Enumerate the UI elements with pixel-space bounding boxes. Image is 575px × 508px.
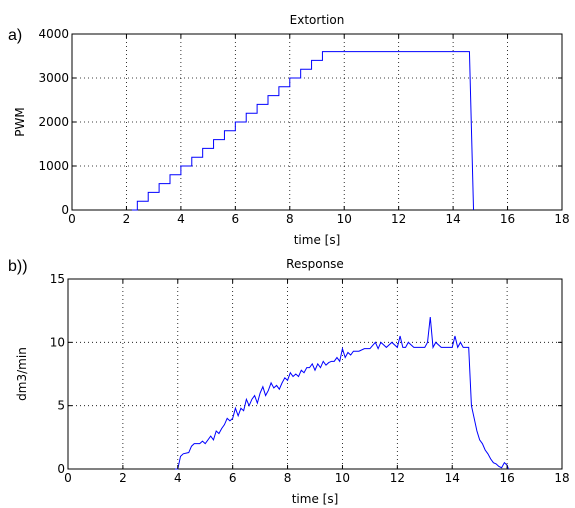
plot-area-response [67,278,563,470]
y-tick-label-extortion: 0 [61,203,69,217]
y-tick-label-extortion: 2000 [38,115,69,129]
x-tick-label-extortion: 10 [337,212,352,226]
x-tick-label-response: 2 [119,471,127,485]
x-tick-label-response: 6 [229,471,237,485]
x-tick-label-response: 8 [284,471,292,485]
chart-title-response: Response [286,257,344,271]
x-tick-label-extortion: 16 [500,212,515,226]
x-tick-label-response: 14 [445,471,460,485]
ticks-extortion: 0 2 4 6 8 10 12 14 16 18 0 1000 2000 3000 4000 [38,27,569,226]
x-tick-label-extortion: 2 [123,212,131,226]
y-axis-label-extortion: PWM [13,107,27,136]
x-tick-label-extortion: 12 [391,212,406,226]
x-tick-label-extortion: 8 [286,212,294,226]
y-tick-label-response: 5 [57,399,65,413]
y-tick-label-extortion: 3000 [38,71,69,85]
y-tick-label-extortion: 1000 [38,159,69,173]
x-tick-label-response: 12 [390,471,405,485]
panel-label-b: b)) [8,258,28,275]
x-tick-label-extortion: 6 [232,212,240,226]
x-tick-label-response: 0 [64,471,72,485]
ticks-response: 0 2 4 6 8 10 12 14 16 18 0 5 10 15 [50,272,570,485]
x-tick-label-extortion: 4 [177,212,185,226]
chart-extortion: 0 2 4 6 8 10 12 14 16 18 0 1000 2000 3000 4000 Extorti… [8,13,570,247]
x-tick-label-extortion: 14 [445,212,460,226]
series-line-response [175,316,509,470]
y-tick-label-extortion: 4000 [38,27,69,41]
x-axis-label-response: time [s] [292,492,339,506]
x-tick-label-extortion: 0 [68,212,76,226]
panel-label-a: a) [8,27,22,44]
x-tick-label-response: 10 [335,471,350,485]
x-tick-label-response: 4 [174,471,182,485]
y-tick-label-response: 10 [50,335,65,349]
series-line-extortion [131,51,475,211]
x-axis-label-extortion: time [s] [294,233,341,247]
y-axis-label-response: dm3/min [15,347,29,401]
x-tick-label-response: 16 [499,471,514,485]
x-tick-label-response: 18 [554,471,569,485]
chart-title-extortion: Extortion [290,13,345,27]
y-tick-label-response: 15 [50,272,65,286]
x-tick-label-extortion: 18 [554,212,569,226]
y-tick-label-response: 0 [57,462,65,476]
